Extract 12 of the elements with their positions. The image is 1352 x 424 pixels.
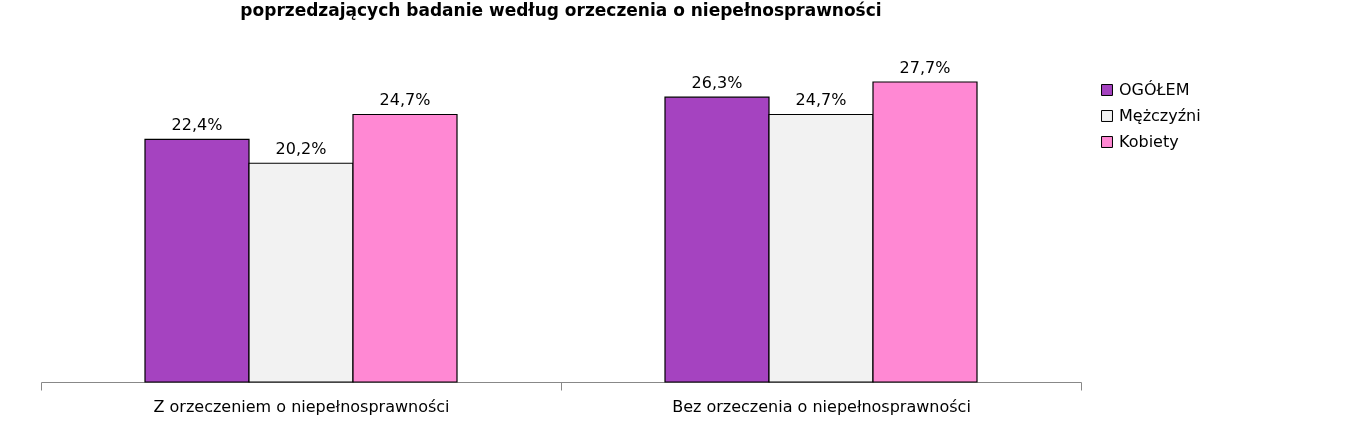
data-label: 20,2% (275, 139, 327, 159)
legend-label: Kobiety (1119, 132, 1179, 151)
x-tick-label: Bez orzeczenia o niepełnosprawności (672, 396, 971, 416)
data-label: 26,3% (691, 73, 743, 93)
chart-title: poprzedzających badanie według orzeczenia o niepełnosprawności (240, 0, 882, 20)
data-label: 24,7% (379, 90, 431, 110)
data-label: 22,4% (171, 115, 223, 135)
x-tick-label: Z orzeczeniem o niepełnosprawności (153, 396, 450, 416)
legend-label: Mężczyźni (1119, 106, 1201, 125)
legend-label: OGÓŁEM (1119, 80, 1190, 99)
data-label: 27,7% (899, 58, 951, 77)
data-label: 24,7% (795, 90, 847, 110)
